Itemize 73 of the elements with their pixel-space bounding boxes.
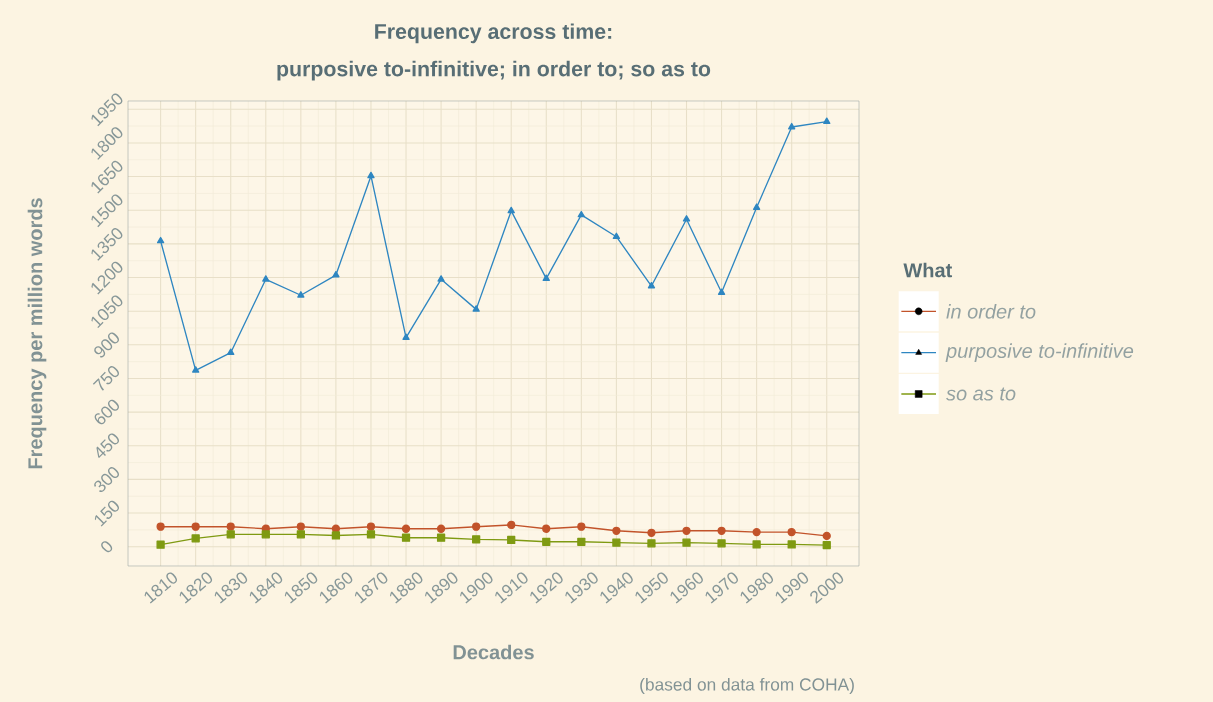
point <box>226 522 235 531</box>
point <box>752 540 761 549</box>
point <box>542 274 550 282</box>
point <box>823 117 831 125</box>
point <box>577 522 586 531</box>
point <box>366 522 376 531</box>
point <box>296 522 305 531</box>
point <box>226 530 235 539</box>
point <box>156 540 165 549</box>
point <box>401 524 411 533</box>
point <box>682 526 691 535</box>
point <box>577 537 586 546</box>
point <box>788 122 796 130</box>
point <box>822 531 831 541</box>
point <box>682 215 691 222</box>
point <box>542 524 551 533</box>
point <box>752 203 761 210</box>
point <box>717 526 726 535</box>
point <box>577 210 585 218</box>
point <box>332 270 340 278</box>
point <box>752 527 761 537</box>
point <box>331 531 341 540</box>
y-tick-label: 150 <box>94 500 119 527</box>
point <box>682 538 691 547</box>
y-tick-label: 300 <box>94 467 119 493</box>
legend-label: so as to <box>946 387 1016 401</box>
point <box>507 206 515 214</box>
y-tick-label: 900 <box>94 332 119 358</box>
chart-subtitle: purposive to-infinitive; in order to; so as to <box>277 60 711 81</box>
point <box>472 535 481 544</box>
point <box>402 333 410 341</box>
point <box>262 275 270 282</box>
point <box>787 540 796 549</box>
point <box>261 530 270 539</box>
point <box>437 275 445 282</box>
point <box>542 537 551 546</box>
point <box>647 539 656 548</box>
point <box>787 527 796 537</box>
legend-label: purposive to-infinitive <box>945 343 1134 362</box>
point <box>472 305 480 312</box>
point <box>191 522 200 531</box>
y-tick-label: 450 <box>96 433 119 459</box>
point <box>647 528 656 537</box>
point <box>401 533 411 542</box>
y-axis-title: Frequency per million words <box>27 198 47 469</box>
point <box>156 236 165 244</box>
point <box>191 534 200 543</box>
point <box>717 288 726 295</box>
point <box>612 526 621 535</box>
point <box>436 524 446 533</box>
point <box>227 348 235 356</box>
legend-label: in order to <box>946 303 1036 319</box>
x-axis-title: Decades <box>453 644 534 660</box>
text: (based on data from COHA) <box>640 677 854 695</box>
point <box>717 539 726 548</box>
y-tick-label: 0 <box>101 541 113 553</box>
y-tick-label: 750 <box>92 366 119 391</box>
point <box>296 530 305 539</box>
point <box>472 522 481 531</box>
point <box>436 533 446 542</box>
point <box>156 522 165 531</box>
point <box>192 366 200 373</box>
chart-title: Frequency across time: <box>375 23 612 44</box>
point <box>612 538 621 547</box>
point <box>822 540 831 550</box>
point <box>507 535 516 545</box>
point <box>367 171 375 179</box>
point <box>612 232 621 240</box>
point <box>297 291 305 298</box>
point <box>507 520 516 530</box>
legend-title: What <box>903 262 953 278</box>
y-tick-label: 600 <box>94 399 119 425</box>
point <box>366 530 376 539</box>
